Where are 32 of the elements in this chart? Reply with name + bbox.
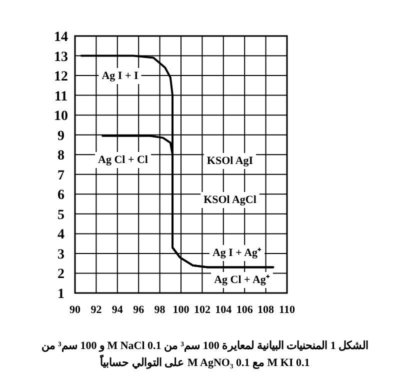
x-tick-label: 96 (133, 304, 145, 316)
annotation: KSOl AgI (206, 155, 254, 167)
x-tick-label: 94 (112, 304, 124, 316)
y-tick-label: 9 (58, 128, 64, 144)
x-tick-label: 100 (172, 304, 190, 316)
y-tick-label: 7 (58, 168, 64, 184)
annotation: Ag Cl + Ag⁺ (214, 274, 270, 286)
y-tick-label: 11 (54, 89, 68, 104)
x-tick-label: 106 (236, 304, 254, 316)
y-tick-label: 8 (58, 148, 64, 164)
y-tick-label: 13 (54, 50, 68, 65)
x-tick-label: 90 (70, 304, 81, 316)
x-tick-label: 98 (154, 304, 166, 316)
y-tick-label: 12 (54, 70, 68, 85)
annotation: Ag I + I (102, 70, 138, 82)
y-tick-label: 10 (54, 109, 68, 124)
y-tick-label: 1 (58, 287, 64, 302)
y-tick-label: 14 (54, 30, 68, 45)
x-tick-label: 108 (258, 304, 275, 316)
x-tick-label: 102 (194, 304, 211, 316)
annotation: Ag Cl + Cl (98, 154, 148, 166)
x-tick-label: 104 (215, 304, 232, 316)
text: الشكل 1 المنحنيات البيانية لمعايرة 100 سم³ من 0.1 M NaCl و 100 سم³ من 0.1 M KI مع 0.1 M AgNO₃ على التوالي حسابياً (40, 339, 370, 371)
y-tick-label: 2 (58, 267, 64, 282)
y-tick-label: 6 (58, 188, 64, 204)
y-tick-label: 3 (58, 247, 64, 262)
annotation: KSOl AgCl (204, 194, 256, 206)
y-tick-label: 4 (58, 228, 64, 243)
x-tick-label: 92 (90, 304, 102, 316)
y-tick-label: 5 (58, 208, 64, 223)
x-tick-label: 110 (279, 304, 296, 316)
annotation: Ag I + Ag⁺ (212, 247, 262, 259)
